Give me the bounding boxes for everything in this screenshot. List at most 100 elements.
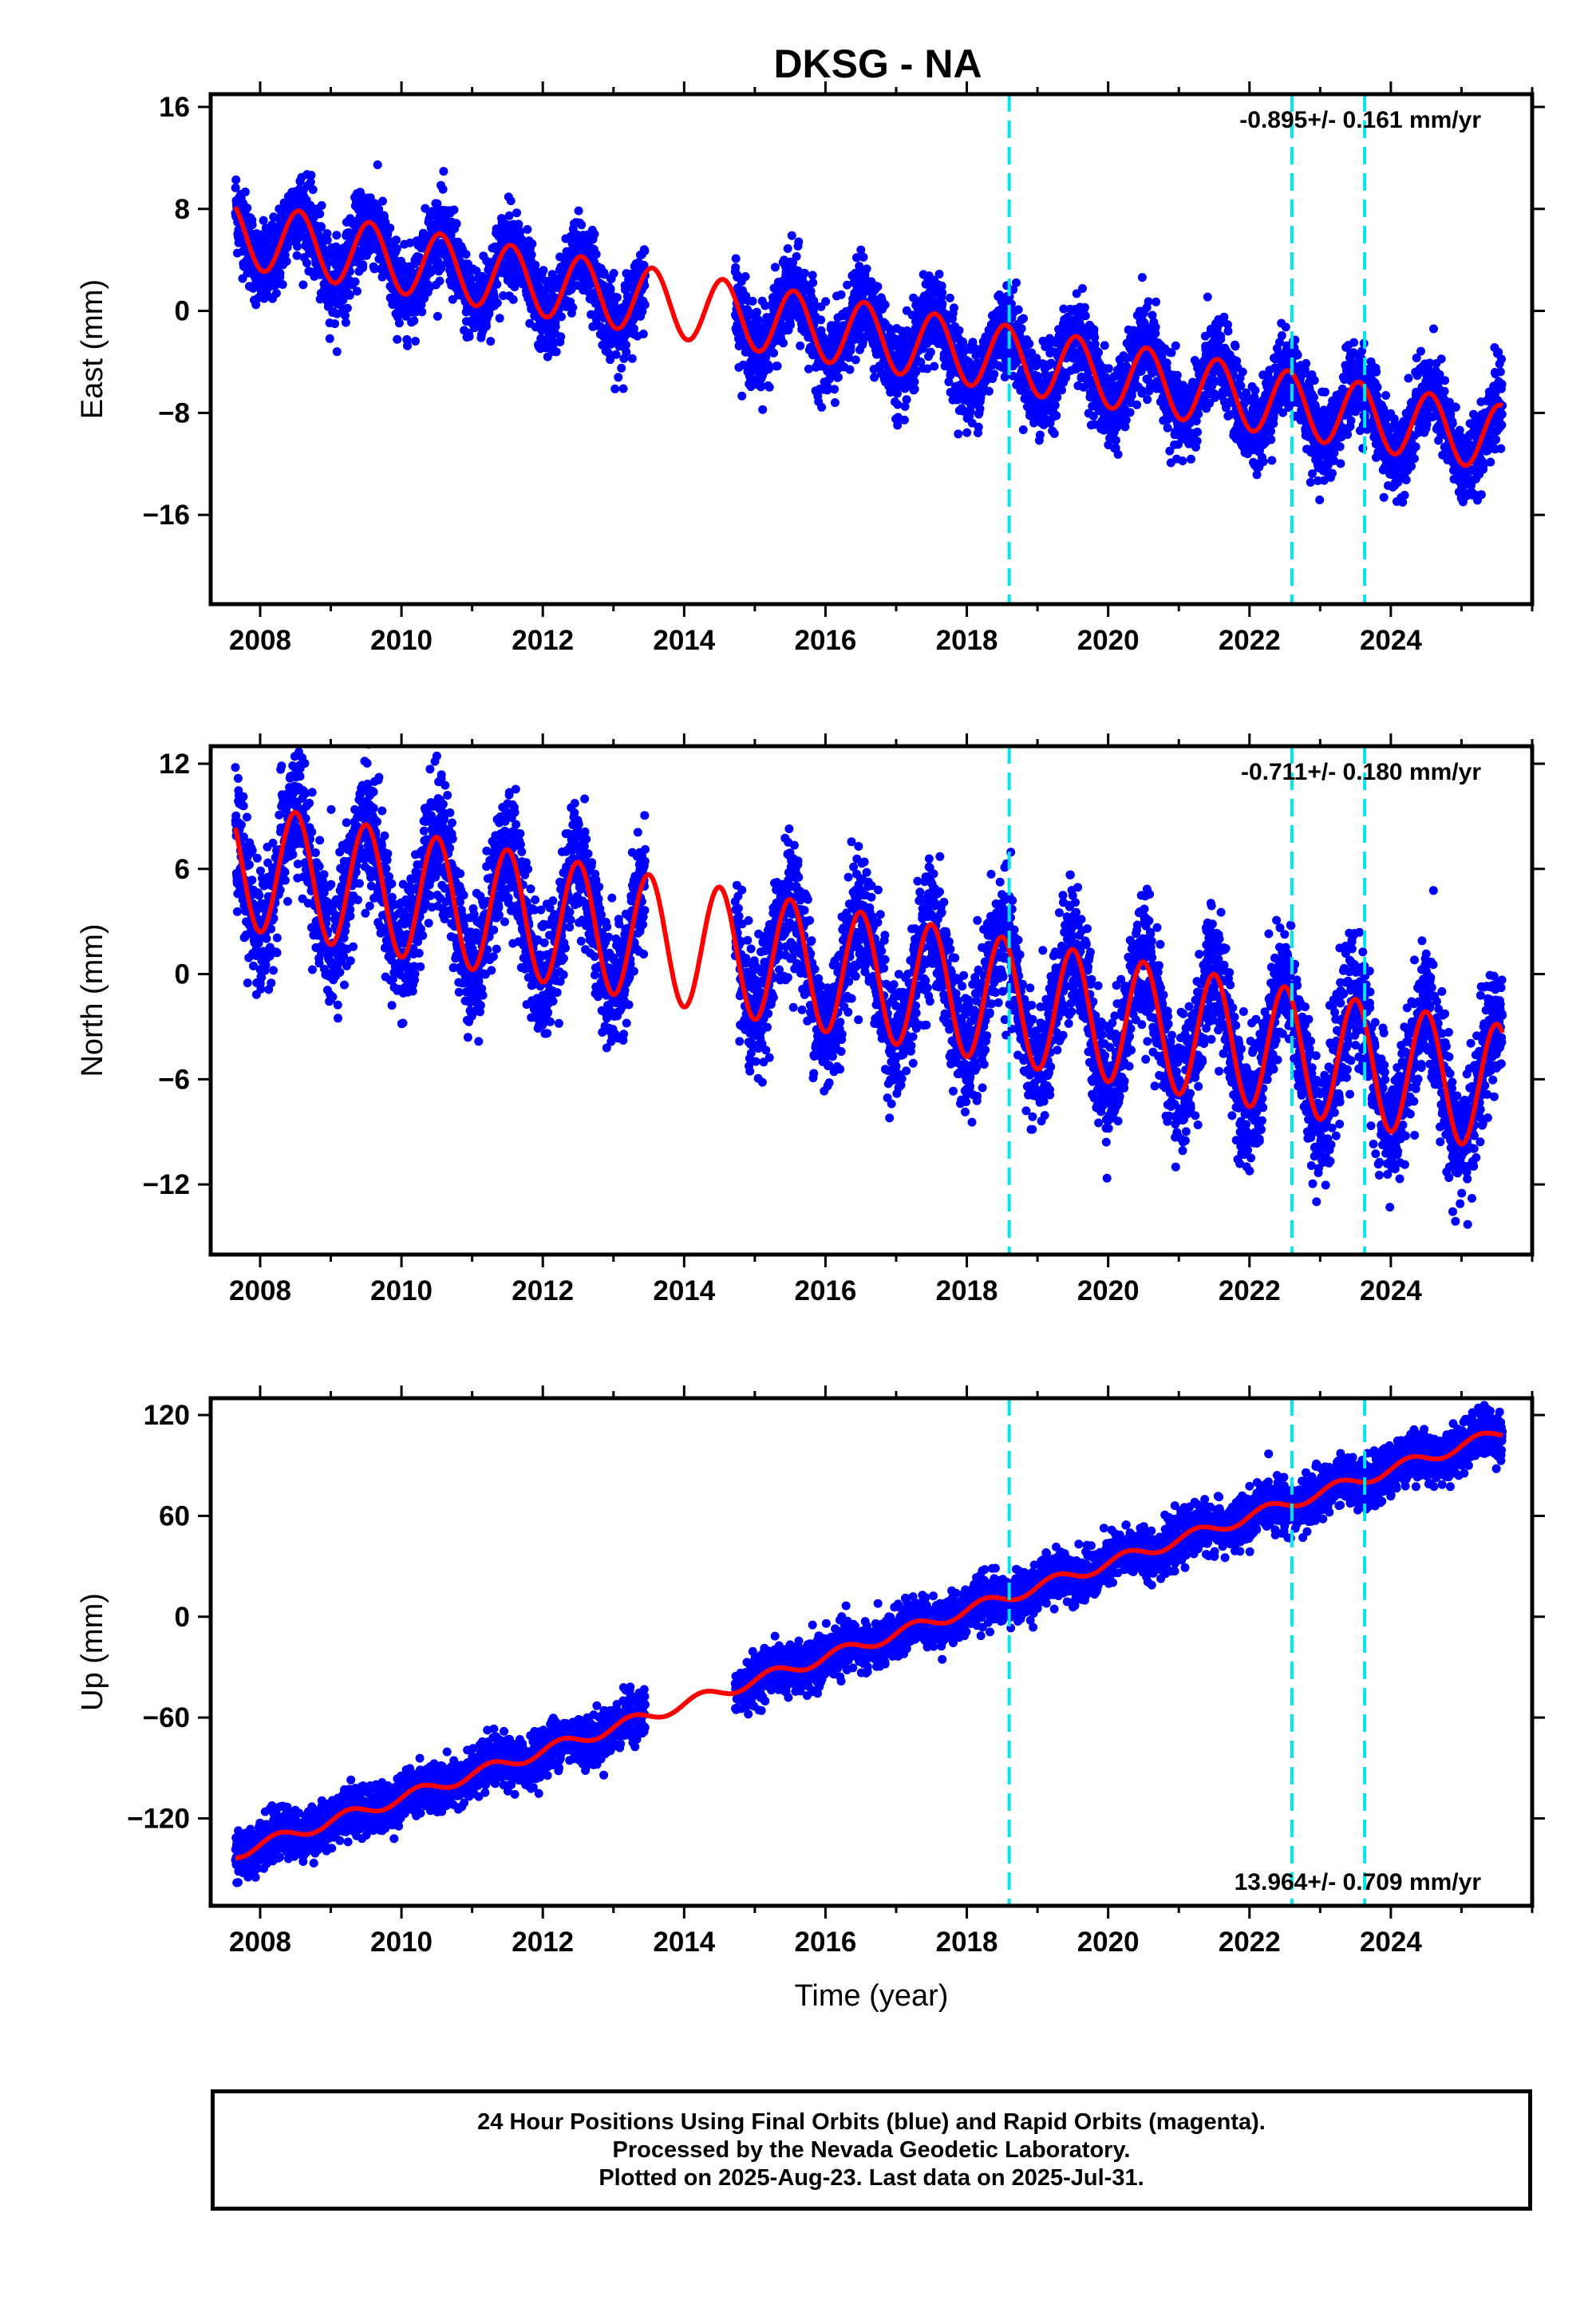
east-data-point xyxy=(302,259,311,267)
east-data-point xyxy=(757,382,765,392)
east-data-point xyxy=(640,300,650,310)
east-data-point xyxy=(504,211,514,220)
east-data-point xyxy=(737,391,747,401)
east-data-point xyxy=(1266,435,1276,445)
east-data-point xyxy=(527,239,537,248)
east-data-point xyxy=(1035,430,1045,440)
east-data-point xyxy=(614,373,623,382)
east-data-point xyxy=(298,280,308,290)
east-data-point xyxy=(539,266,548,275)
east-data-point xyxy=(1057,385,1066,395)
east-data-point xyxy=(392,235,401,245)
east-data-point xyxy=(783,244,792,253)
east-data-point xyxy=(1100,341,1109,350)
east-data-point xyxy=(1018,425,1028,434)
east-data-point xyxy=(1171,341,1180,350)
east-data-point xyxy=(796,341,805,350)
east-data-point xyxy=(411,337,420,346)
east-data-point xyxy=(627,354,637,363)
east-data-point xyxy=(954,429,963,439)
east-data-point xyxy=(590,229,599,239)
east-data-point xyxy=(629,314,638,324)
east-data-point xyxy=(1238,367,1247,377)
east-data-point xyxy=(499,291,508,300)
east-data-point xyxy=(369,264,379,274)
east-data-point xyxy=(1152,297,1161,306)
east-data-point xyxy=(794,237,804,247)
east-data-point xyxy=(846,342,855,351)
east-data-point xyxy=(892,389,902,398)
east-data-point xyxy=(433,311,442,321)
east-data-point xyxy=(551,347,561,357)
east-data-point xyxy=(926,347,935,357)
east-data-point xyxy=(1187,454,1195,464)
east-data-point xyxy=(808,271,817,280)
east-data-point xyxy=(606,284,615,294)
east-data-point xyxy=(523,225,532,234)
east-data-point xyxy=(1203,292,1212,302)
east-data-point xyxy=(577,220,587,230)
east-data-point xyxy=(821,297,831,306)
east-data-point xyxy=(322,229,332,239)
east-data-point xyxy=(938,299,947,309)
east-data-point xyxy=(938,288,947,298)
east-data-point xyxy=(293,242,302,251)
east-data-point xyxy=(600,270,610,279)
east-data-point xyxy=(731,254,741,263)
east-data-point xyxy=(1104,364,1113,373)
east-data-point xyxy=(574,206,583,215)
east-data-point xyxy=(870,373,879,382)
east-data-point xyxy=(385,223,395,233)
east-data-point xyxy=(816,315,826,325)
east-data-point xyxy=(317,201,326,210)
east-data-point xyxy=(893,421,903,430)
panel-east: 2008 2010 2012 2014 2016 2018 2020 2022 20241680… xyxy=(76,81,1545,656)
east-data-point xyxy=(741,272,750,281)
east-data-point xyxy=(1250,385,1260,395)
east-data-point xyxy=(922,364,932,373)
east-data-point xyxy=(880,300,890,310)
east-data-point xyxy=(418,228,428,238)
east-data-point xyxy=(1121,415,1131,425)
east-data-point xyxy=(306,177,315,187)
east-data-point xyxy=(911,367,921,377)
east-data-point xyxy=(1012,278,1021,287)
east-data-point xyxy=(893,400,903,409)
east-data-point xyxy=(1210,393,1219,402)
east-data-point xyxy=(342,303,352,313)
east-data-point xyxy=(1178,456,1187,465)
east-data-point xyxy=(448,294,457,304)
east-data-point xyxy=(1162,358,1171,368)
east-data-point xyxy=(409,316,419,326)
east-data-point xyxy=(1053,393,1062,402)
east-data-point xyxy=(809,298,819,308)
east-data-point xyxy=(433,199,442,208)
east-data-point xyxy=(910,377,919,386)
east-data-point xyxy=(358,260,368,270)
east-data-point xyxy=(852,253,861,263)
east-data-point xyxy=(772,362,782,371)
east-data-point xyxy=(823,385,832,395)
east-data-point xyxy=(1192,437,1202,446)
east-data-point xyxy=(350,277,360,287)
east-data-point xyxy=(769,348,778,358)
east-data-point xyxy=(1172,370,1182,380)
east-data-point xyxy=(1267,456,1277,465)
east-data-point xyxy=(514,219,523,229)
east-data-point xyxy=(1049,429,1059,438)
east-data-point xyxy=(639,260,649,270)
figure-title: DKSG - NA xyxy=(773,41,982,86)
east-data-point xyxy=(902,395,911,405)
east-data-point xyxy=(930,362,939,371)
east-data-point xyxy=(510,283,519,291)
east-data-point xyxy=(251,300,261,310)
east-data-point xyxy=(1017,324,1026,334)
east-data-point xyxy=(405,238,415,247)
east-data-point xyxy=(836,290,846,299)
east-data-point xyxy=(393,334,402,344)
east-data-point xyxy=(1080,311,1090,321)
east-data-point xyxy=(492,279,502,289)
east-data-point xyxy=(610,384,620,393)
east-data-point xyxy=(591,250,601,259)
east-data-point xyxy=(1113,449,1123,459)
